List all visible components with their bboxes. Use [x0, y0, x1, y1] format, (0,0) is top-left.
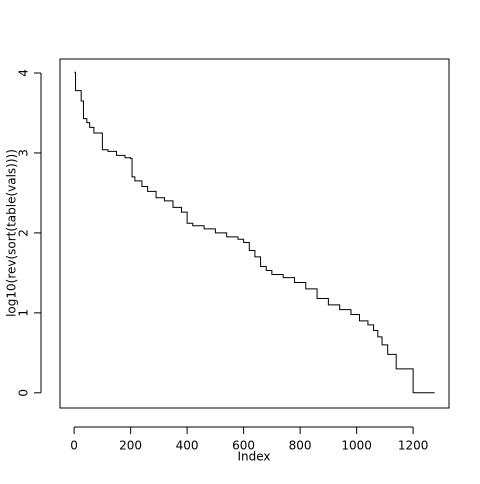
- x-tick-label: 1200: [398, 439, 429, 453]
- y-tick-label: 3: [17, 149, 31, 157]
- x-axis-label: Index: [237, 450, 270, 464]
- data-line: [74, 71, 435, 394]
- y-axis-label: log10(rev(sort(table(vals)))): [5, 149, 19, 317]
- plot-box: [59, 58, 450, 409]
- y-tick-label: 2: [17, 229, 31, 237]
- x-tick-label: 1000: [341, 439, 372, 453]
- y-tick-label: 4: [17, 69, 31, 77]
- x-tick-label: 0: [70, 439, 78, 453]
- y-tick-label: 0: [17, 389, 31, 397]
- y-tick-label: 1: [17, 309, 31, 317]
- x-tick-label: 400: [176, 439, 199, 453]
- x-tick-label: 600: [232, 439, 255, 453]
- x-tick-label: 800: [289, 439, 312, 453]
- x-tick-label: 200: [119, 439, 142, 453]
